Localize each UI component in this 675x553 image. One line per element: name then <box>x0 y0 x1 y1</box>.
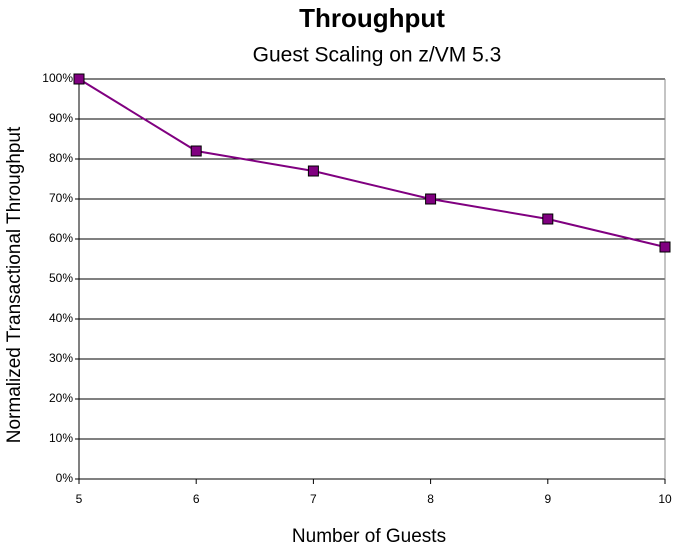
x-axis-label: Number of Guests <box>292 526 446 547</box>
y-tick-label: 80% <box>49 151 73 165</box>
data-point <box>307 165 319 177</box>
y-tick-label: 70% <box>49 191 73 205</box>
y-tick-label: 90% <box>49 111 73 125</box>
y-tick-label: 10% <box>49 431 73 445</box>
data-point <box>425 193 437 205</box>
x-tick-label: 10 <box>658 492 672 506</box>
data-point <box>542 213 554 225</box>
y-tick-label: 0% <box>56 471 74 485</box>
y-tick-label: 60% <box>49 231 73 245</box>
series-line <box>78 78 666 248</box>
chart-title: Throughput <box>299 3 445 33</box>
x-tick-label: 5 <box>76 492 83 506</box>
data-point <box>73 73 85 85</box>
y-tick-label: 20% <box>49 391 73 405</box>
data-point <box>190 145 202 157</box>
y-axis-label: Normalized Transactional Throughput <box>4 126 25 443</box>
x-tick-label: 9 <box>544 492 551 506</box>
chart-subtitle: Guest Scaling on z/VM 5.3 <box>253 44 502 67</box>
x-tick-label: 8 <box>427 492 434 506</box>
y-tick-label: 30% <box>49 351 73 365</box>
y-tick-label: 40% <box>49 311 73 325</box>
y-tick-label: 50% <box>49 271 73 285</box>
data-point <box>659 241 671 253</box>
x-tick-label: 6 <box>193 492 200 506</box>
y-tick-label: 100% <box>42 71 73 85</box>
x-tick-label: 7 <box>310 492 317 506</box>
